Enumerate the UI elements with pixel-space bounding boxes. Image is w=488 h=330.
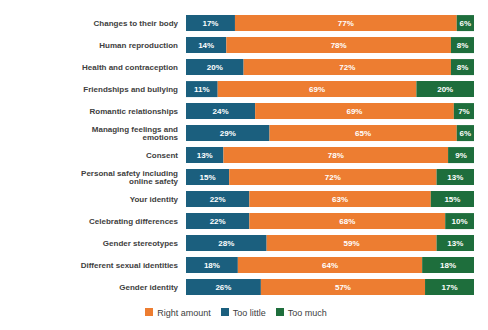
svg-text:Romantic relationships: Romantic relationships <box>90 107 179 116</box>
svg-text:63%: 63% <box>332 195 348 204</box>
svg-text:Human reproduction: Human reproduction <box>99 41 178 50</box>
svg-text:13%: 13% <box>447 239 463 248</box>
html-text:Right amount: Right amount <box>157 308 211 318</box>
svg-text:10%: 10% <box>452 217 468 226</box>
svg-text:11%: 11% <box>194 85 210 94</box>
svg-text:64%: 64% <box>322 261 338 270</box>
svg-text:59%: 59% <box>344 239 360 248</box>
svg-text:8%: 8% <box>457 41 469 50</box>
svg-text:6%: 6% <box>460 129 472 138</box>
svg-text:69%: 69% <box>309 85 325 94</box>
svg-text:Your identity: Your identity <box>130 195 179 204</box>
svg-text:20%: 20% <box>207 63 223 72</box>
svg-text:Managing feelings andemotions: Managing feelings andemotions <box>92 125 179 142</box>
svg-text:14%: 14% <box>198 41 214 50</box>
svg-text:Different sexual identities: Different sexual identities <box>81 261 179 270</box>
svg-text:Health and contraception: Health and contraception <box>82 63 178 72</box>
svg-text:15%: 15% <box>444 195 460 204</box>
svg-text:Gender stereotypes: Gender stereotypes <box>103 239 179 248</box>
html-text:Too little: Too little <box>232 308 266 318</box>
svg-text:13%: 13% <box>447 173 463 182</box>
svg-text:18%: 18% <box>204 261 220 270</box>
svg-text:78%: 78% <box>331 41 347 50</box>
svg-text:9%: 9% <box>455 151 467 160</box>
html-text:Too much: Too much <box>287 308 327 318</box>
svg-text:20%: 20% <box>437 85 453 94</box>
svg-text:78%: 78% <box>328 151 344 160</box>
svg-text:17%: 17% <box>202 19 218 28</box>
svg-text:Celebrating differences: Celebrating differences <box>89 217 178 226</box>
svg-text:Changes to their body: Changes to their body <box>94 19 179 28</box>
svg-text:26%: 26% <box>215 283 231 292</box>
svg-text:Consent: Consent <box>146 151 178 160</box>
svg-text:13%: 13% <box>197 151 213 160</box>
svg-text:Friendships and bullying: Friendships and bullying <box>83 85 178 94</box>
svg-text:6%: 6% <box>460 19 472 28</box>
svg-text:24%: 24% <box>213 107 229 116</box>
svg-text:8%: 8% <box>457 63 469 72</box>
svg-text:7%: 7% <box>458 107 470 116</box>
svg-text:57%: 57% <box>335 283 351 292</box>
svg-text:69%: 69% <box>346 107 362 116</box>
svg-text:28%: 28% <box>218 239 234 248</box>
svg-text:18%: 18% <box>440 261 456 270</box>
svg-text:Personal safety includingonlin: Personal safety includingonline safety <box>81 169 178 186</box>
svg-text:65%: 65% <box>355 129 371 138</box>
svg-text:29%: 29% <box>220 129 236 138</box>
svg-text:22%: 22% <box>210 195 226 204</box>
svg-text:72%: 72% <box>339 63 355 72</box>
svg-text:15%: 15% <box>200 173 216 182</box>
svg-text:68%: 68% <box>339 217 355 226</box>
svg-text:22%: 22% <box>210 217 226 226</box>
svg-text:Gender identity: Gender identity <box>119 283 178 292</box>
svg-text:72%: 72% <box>325 173 341 182</box>
svg-text:77%: 77% <box>338 19 354 28</box>
svg-text:17%: 17% <box>442 283 458 292</box>
